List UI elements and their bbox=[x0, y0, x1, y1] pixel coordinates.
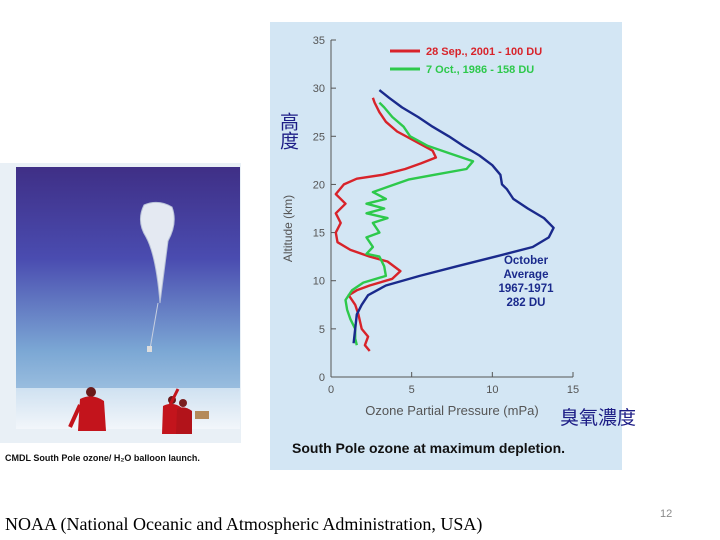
y-tick-label: 10 bbox=[313, 276, 325, 288]
altitude-note-cn: 高度 bbox=[277, 112, 299, 150]
balloon-tether bbox=[149, 302, 159, 350]
balloon bbox=[140, 201, 175, 304]
x-tick-label: 5 bbox=[409, 384, 415, 396]
legend-label: 28 Sep., 2001 - 100 DU bbox=[426, 46, 542, 58]
y-tick-label: 35 bbox=[313, 35, 325, 47]
series-line bbox=[344, 101, 475, 346]
photo-caption: CMDL South Pole ozone/ H₂O balloon launc… bbox=[5, 453, 200, 463]
october-average-annotation: October bbox=[504, 255, 549, 267]
series-line bbox=[334, 97, 438, 352]
series-line bbox=[352, 89, 555, 344]
ozone-profile-chart: 0 5 10 15 0 5 10 15 20 25 30 35 28 Sep., 2001 - 100… bbox=[281, 35, 579, 418]
person-right bbox=[162, 388, 192, 434]
y-axis-label: Altitude (km) bbox=[281, 195, 295, 262]
ozone-chart-panel: 0 5 10 15 0 5 10 15 20 25 30 35 28 Sep., 2001 - 100… bbox=[270, 22, 622, 470]
x-tick-label: 10 bbox=[486, 384, 498, 396]
chart-footer: South Pole ozone at maximum depletion. bbox=[292, 440, 566, 456]
source-text: NOAA (National Oceanic and Atmospheric A… bbox=[5, 514, 483, 534]
balloon-launch-photo: CMDL South Pole ozone/ H₂O balloon launc… bbox=[0, 163, 241, 470]
equipment-box bbox=[195, 411, 209, 419]
instrument-package bbox=[147, 346, 152, 352]
october-average-annotation: Average bbox=[504, 269, 549, 281]
y-tick-label: 30 bbox=[313, 83, 325, 95]
concentration-note-cn: 臭氧濃度 bbox=[560, 407, 637, 429]
legend-label: 7 Oct., 1986 - 158 DU bbox=[426, 64, 534, 76]
snow-ground bbox=[16, 388, 240, 429]
y-tick-label: 25 bbox=[313, 131, 325, 143]
y-tick-label: 15 bbox=[313, 228, 325, 240]
y-tick-label: 0 bbox=[319, 372, 325, 384]
page-number: 12 bbox=[660, 508, 673, 520]
x-axis-label: Ozone Partial Pressure (mPa) bbox=[365, 403, 538, 418]
balloon-launch-illustration bbox=[0, 167, 241, 470]
october-average-annotation: 282 DU bbox=[507, 297, 546, 309]
x-tick-label: 0 bbox=[328, 384, 334, 396]
sky bbox=[16, 167, 240, 429]
y-tick-label: 5 bbox=[319, 324, 325, 336]
october-average-annotation: 1967-1971 bbox=[499, 283, 555, 295]
person-left bbox=[68, 387, 106, 431]
x-tick-label: 15 bbox=[567, 384, 579, 396]
y-tick-label: 20 bbox=[313, 179, 325, 191]
caption-band bbox=[0, 443, 241, 470]
